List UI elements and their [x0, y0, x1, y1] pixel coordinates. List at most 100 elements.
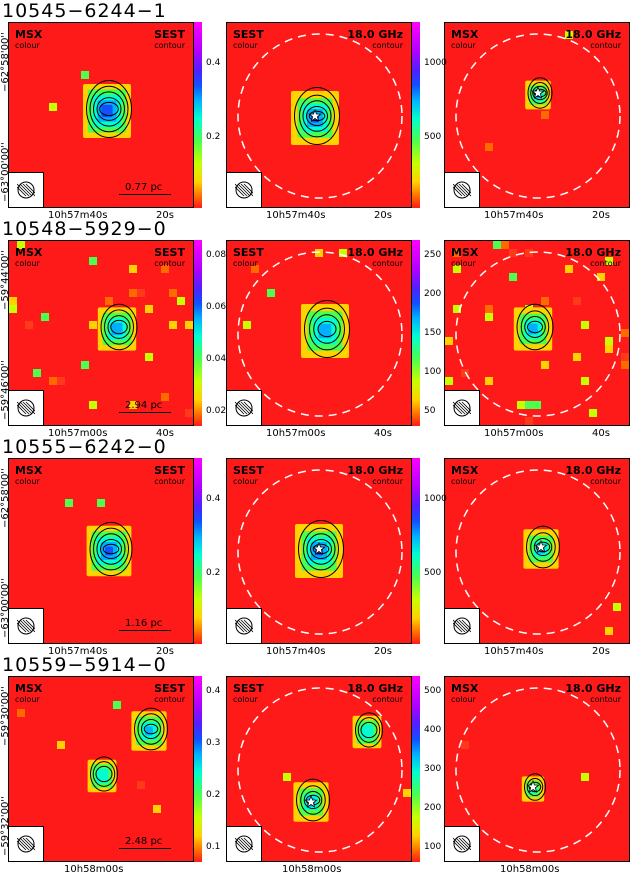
- dec-tick-label: −62°58'00'': [0, 32, 11, 92]
- scale-bar-label: 2.48 pc: [125, 836, 163, 847]
- colour-bar: [194, 676, 202, 862]
- colour-sublabel: colour: [15, 41, 40, 50]
- noise-pixel: [581, 321, 589, 329]
- beam-hatch: [235, 619, 248, 633]
- beam-hatch: [17, 401, 30, 415]
- colour-sublabel: colour: [451, 695, 476, 704]
- noise-pixel: [251, 265, 259, 273]
- noise-pixel: [525, 249, 533, 257]
- colour-source-label: MSX: [15, 682, 43, 695]
- contour-sublabel: contour: [590, 695, 621, 704]
- primary-beam-circle: [455, 687, 621, 853]
- contour-line: [299, 94, 335, 138]
- contour-line: [313, 314, 341, 344]
- noise-pixel: [445, 377, 453, 385]
- contour-source-label: SEST: [154, 28, 185, 41]
- contour-line: [533, 537, 553, 557]
- contour-line: [134, 707, 168, 751]
- noise-pixel: [49, 103, 57, 111]
- beam-hatch: [243, 401, 253, 412]
- beam-hatch: [25, 401, 35, 412]
- mid-map-panel: SEST colour 18.0 GHz contour: [226, 676, 412, 862]
- noise-pixel: [129, 401, 137, 409]
- colour-bar-tick: 0.3: [206, 737, 221, 748]
- colour-bar-tick: 300: [424, 764, 442, 774]
- left-map-panel: MSX colour SEST contour 2.94 pc: [8, 240, 194, 426]
- noise-pixel: [105, 297, 113, 305]
- mid-map-panel: SEST colour 18.0 GHz contour: [226, 22, 412, 208]
- colour-bar-tick: 1000: [424, 57, 447, 68]
- contour-source-label: SEST: [154, 682, 185, 695]
- primary-beam-circle: [237, 469, 403, 635]
- contour-source-label: 18.0 GHz: [565, 28, 621, 41]
- beam-hatch: [22, 401, 35, 415]
- beam-hatch: [453, 619, 466, 633]
- noise-pixel: [17, 709, 25, 717]
- contour-sublabel: contour: [372, 259, 403, 268]
- beam-hatch: [455, 619, 469, 633]
- dec-tick-label: −63°00'00'': [0, 142, 11, 202]
- beam-hatch: [240, 619, 253, 633]
- colour-bar: [412, 676, 420, 862]
- noise-pixel: [573, 297, 581, 305]
- scale-bar-label: 0.77 pc: [125, 182, 163, 193]
- contour-line: [96, 97, 122, 121]
- contour-line: [524, 773, 546, 801]
- source-title: 10548−5929−0: [2, 218, 167, 240]
- colour-bar-tick: 100: [424, 367, 442, 378]
- beam-hatch: [453, 622, 463, 633]
- beam-shape-icon: [445, 172, 480, 207]
- contour-line: [312, 543, 330, 555]
- noise-pixel: [605, 345, 613, 353]
- beam-hatch: [240, 837, 253, 851]
- primary-beam-circle: [455, 251, 621, 417]
- scale-bar: [119, 194, 171, 195]
- noise-pixel: [9, 297, 17, 305]
- beam-hatch: [453, 186, 463, 197]
- ra-tick-label: 10h57m40s: [266, 646, 326, 657]
- scale-bar-label: 1.16 pc: [125, 618, 163, 629]
- noise-pixel: [621, 353, 629, 361]
- beam-shape-icon: [445, 826, 480, 861]
- contour-sublabel: contour: [372, 695, 403, 704]
- beam-hatch: [461, 619, 471, 630]
- colour-bar-tick: 500: [424, 568, 442, 579]
- contour-line: [100, 303, 138, 351]
- contour-line: [526, 777, 544, 797]
- contour-line: [86, 80, 132, 138]
- mid-map-panel: SEST colour 18.0 GHz contour: [226, 458, 412, 644]
- contour-line: [93, 527, 129, 571]
- ra-tick-label: 10h58m00s: [282, 864, 342, 875]
- colour-bar-tick: 0.4: [206, 57, 221, 68]
- noise-pixel: [485, 313, 493, 321]
- beam-hatch: [17, 840, 27, 851]
- noise-pixel: [461, 369, 469, 377]
- contour-line: [527, 320, 543, 334]
- primary-beam-circle: [237, 33, 403, 199]
- ra-tick-label: 40s: [374, 428, 392, 439]
- colour-source-label: SEST: [233, 28, 264, 41]
- beam-hatch: [455, 183, 469, 197]
- noise-pixel: [565, 31, 573, 39]
- ra-tick-label: 10h57m40s: [484, 646, 544, 657]
- noise-pixel: [177, 297, 185, 305]
- ra-tick-label: 20s: [156, 210, 174, 221]
- contour-line: [303, 527, 339, 571]
- contour-sublabel: contour: [372, 477, 403, 486]
- noise-pixel: [589, 409, 597, 417]
- colour-sublabel: colour: [233, 259, 258, 268]
- contour-line: [306, 533, 336, 565]
- contour-line: [294, 87, 340, 145]
- colour-source-label: SEST: [233, 464, 264, 477]
- contour-line: [520, 310, 550, 344]
- beam-hatch: [22, 837, 35, 851]
- noise-pixel: [613, 603, 621, 611]
- beam-shape-icon: [227, 826, 262, 861]
- beam-hatch: [235, 622, 245, 633]
- noise-pixel: [145, 305, 153, 313]
- contour-line: [303, 790, 323, 810]
- contour-source-label: 18.0 GHz: [565, 682, 621, 695]
- beam-hatch: [25, 837, 35, 848]
- source-title: 10545−6244−1: [2, 0, 167, 22]
- dec-tick-label: −63°00'00'': [0, 578, 11, 638]
